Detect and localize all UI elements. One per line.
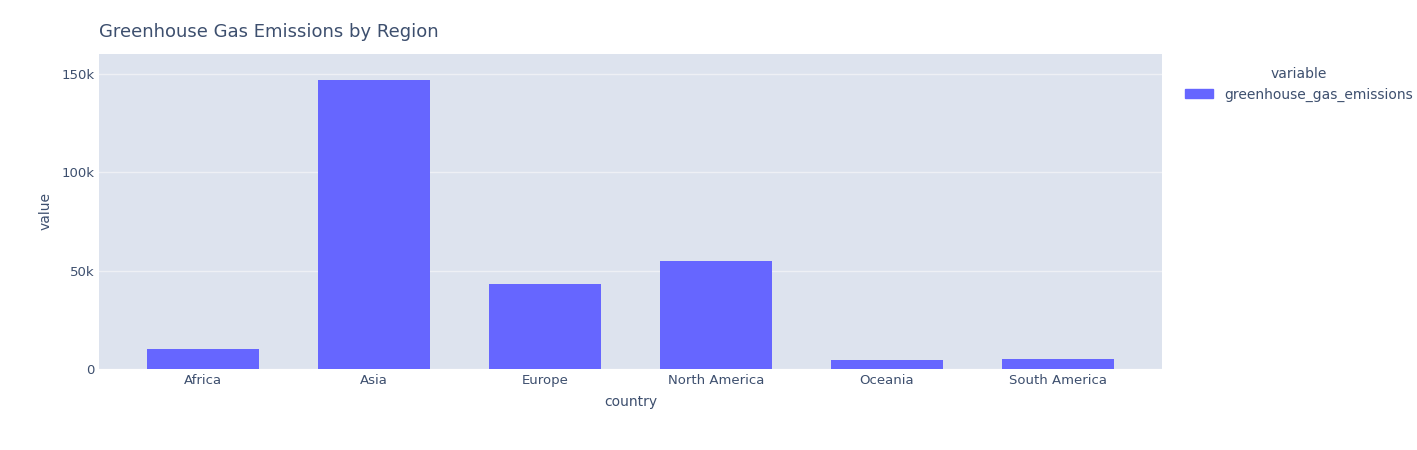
- Y-axis label: value: value: [38, 193, 52, 230]
- Legend: greenhouse_gas_emissions: greenhouse_gas_emissions: [1179, 61, 1417, 107]
- Bar: [319, 80, 429, 369]
- Bar: [489, 284, 601, 369]
- Bar: [1002, 359, 1114, 369]
- Bar: [660, 261, 772, 369]
- X-axis label: country: country: [604, 395, 657, 409]
- Bar: [147, 349, 259, 369]
- Text: Greenhouse Gas Emissions by Region: Greenhouse Gas Emissions by Region: [99, 23, 439, 41]
- Bar: [832, 360, 942, 369]
